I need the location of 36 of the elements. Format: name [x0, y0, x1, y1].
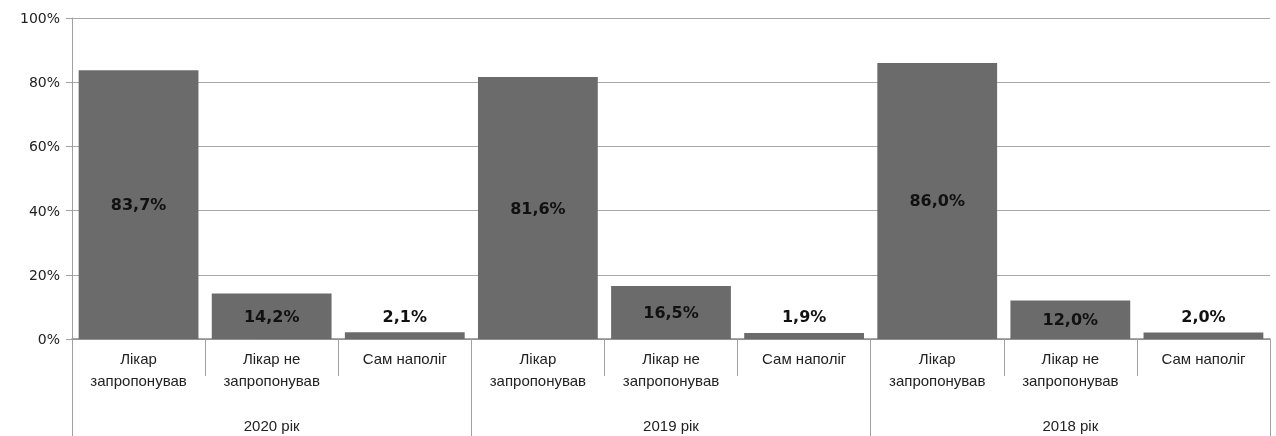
- data-label: 14,2%: [243, 306, 300, 326]
- bar: [211, 293, 332, 339]
- x-tick-label: Сам наполіг: [362, 349, 448, 367]
- text: 2018 рік: [1042, 417, 1099, 434]
- data-label: 1,9%: [781, 307, 827, 327]
- data-label: 86,0%: [909, 191, 965, 211]
- x-tick-label: Лікар не запропонував: [622, 349, 720, 389]
- data-label: 16,5%: [643, 303, 699, 323]
- text: 2020 рік: [243, 417, 300, 434]
- y-tick-label: 40%: [28, 202, 60, 219]
- y-tick-label: 20%: [28, 266, 60, 283]
- y-tick-label: 0%: [37, 331, 60, 347]
- x-tick-label: Сам наполіг: [1161, 349, 1247, 367]
- bar: [877, 62, 998, 339]
- data-label: 83,7%: [110, 195, 167, 215]
- x-tick-label: Лікар запропонував: [90, 349, 187, 389]
- bar: [744, 332, 865, 339]
- data-label: 81,6%: [510, 198, 566, 218]
- x-tick-label: Лікар не запропонував: [1022, 349, 1119, 389]
- data-label: 2,0%: [1181, 307, 1226, 327]
- bar: [611, 286, 731, 339]
- bar: [78, 70, 199, 339]
- x-tick-label: Сам наполіг: [762, 349, 847, 367]
- y-tick-label: 80%: [28, 74, 60, 91]
- data-label: 2,1%: [382, 306, 427, 326]
- x-tick-label: Лікар не запропонував: [223, 349, 320, 389]
- y-tick-label: 100%: [19, 10, 60, 26]
- text: 2019 рік: [643, 417, 700, 434]
- data-label: 12,0%: [1042, 310, 1099, 330]
- bar: [1143, 332, 1264, 339]
- bar: [344, 332, 465, 339]
- x-tick-label: Лікар запропонував: [889, 349, 986, 389]
- x-tick-label: Лікар запропонував: [489, 349, 587, 389]
- y-tick-label: 60%: [28, 138, 60, 155]
- bar: [477, 77, 598, 339]
- bar: [1010, 300, 1131, 339]
